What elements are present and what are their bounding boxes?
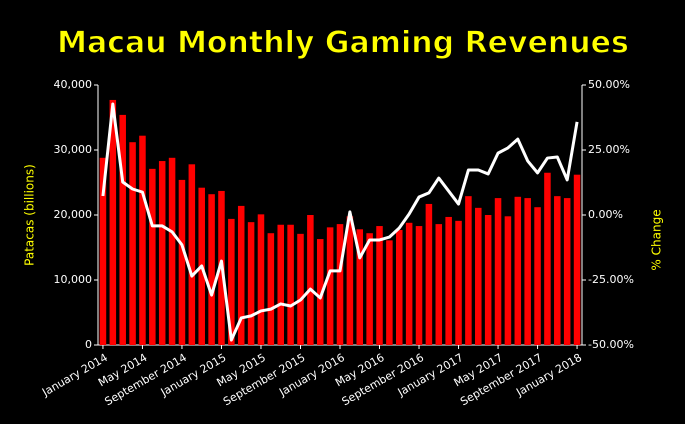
bar xyxy=(168,157,176,345)
bar xyxy=(504,216,512,345)
bar xyxy=(326,227,334,345)
bar xyxy=(228,218,235,345)
bar xyxy=(188,164,196,345)
bar xyxy=(287,224,294,345)
bar xyxy=(356,229,364,345)
bar xyxy=(484,215,492,345)
y2-axis-title: % Change xyxy=(650,209,664,270)
bar xyxy=(386,240,393,345)
bar xyxy=(366,233,373,345)
bar xyxy=(277,224,284,345)
bar xyxy=(534,207,541,345)
bar xyxy=(178,179,186,345)
bar xyxy=(316,239,324,345)
bar xyxy=(149,168,156,345)
bar xyxy=(208,194,215,345)
bar xyxy=(129,142,136,345)
bar xyxy=(445,216,452,345)
bar xyxy=(425,203,433,345)
y2-tick-label: 0.00% xyxy=(588,208,623,221)
y-tick-label: 30,000 xyxy=(54,143,93,156)
bar xyxy=(119,114,126,346)
bar xyxy=(346,216,354,345)
bar xyxy=(109,99,117,345)
y2-tick-label: -25.00% xyxy=(588,273,634,286)
bar xyxy=(139,135,146,345)
bar xyxy=(435,224,443,345)
bar xyxy=(396,229,403,345)
bar xyxy=(415,226,423,345)
bar xyxy=(376,226,383,345)
bar xyxy=(554,196,561,345)
bar xyxy=(514,196,522,345)
y-axis-title: Patacas (billions) xyxy=(23,164,37,266)
bar xyxy=(544,172,551,345)
chart-title: Macau Monthly Gaming Revenues xyxy=(57,26,629,61)
bar xyxy=(297,233,304,345)
y2-tick-label: -50.00% xyxy=(588,338,634,351)
bar xyxy=(247,222,255,345)
bar xyxy=(455,220,462,345)
y-tick-label: 20,000 xyxy=(54,208,93,221)
bar xyxy=(405,222,413,345)
y-tick-label: 0 xyxy=(85,338,92,351)
bar xyxy=(475,207,482,345)
bar xyxy=(257,214,265,345)
bar xyxy=(99,157,107,345)
y-tick-label: 40,000 xyxy=(54,78,93,91)
bar xyxy=(237,205,245,345)
bar xyxy=(336,224,344,345)
bar xyxy=(307,215,314,345)
bar xyxy=(563,198,571,345)
y2-tick-label: 50.00% xyxy=(588,78,630,91)
line xyxy=(101,102,579,342)
bar xyxy=(524,198,531,345)
bar xyxy=(267,233,275,345)
bar xyxy=(573,174,581,345)
bar xyxy=(158,161,166,345)
bar xyxy=(465,196,472,345)
y-tick-label: 10,000 xyxy=(54,273,93,286)
y2-tick-label: 25.00% xyxy=(588,143,630,156)
bar xyxy=(494,198,502,345)
